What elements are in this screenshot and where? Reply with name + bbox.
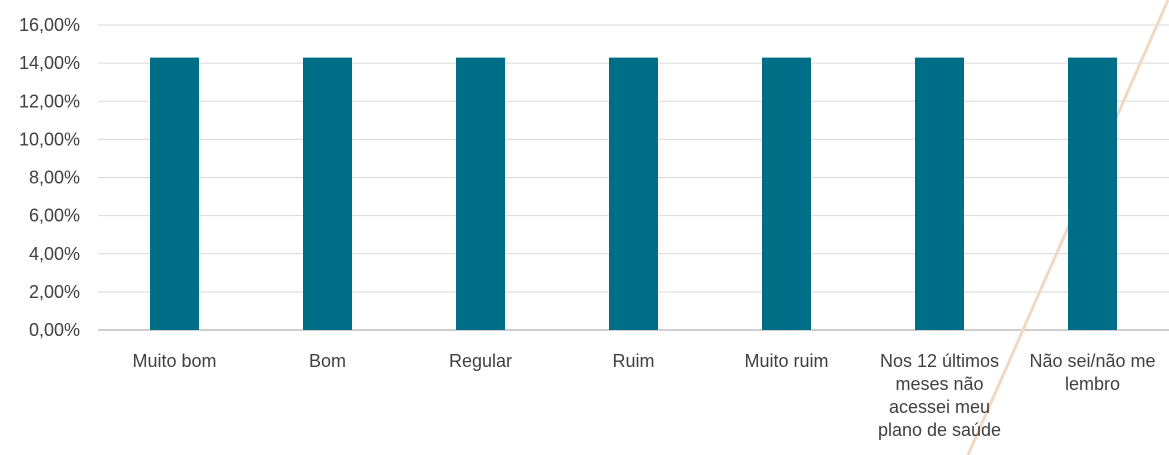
y-axis: 0,00% 2,00% 4,00% 6,00% 8,00% 10,00% 12,00% 14,… [19,15,80,340]
bar [609,57,658,331]
bars [150,57,1117,331]
y-tick-label: 14,00% [19,53,80,73]
x-tick-label: Nos 12 últimos meses não acessei meu plano … [878,351,1001,440]
y-tick-label: 0,00% [29,320,80,340]
bar [150,57,199,331]
bar [303,57,352,331]
bar [1068,57,1117,331]
y-tick-label: 4,00% [29,244,80,264]
y-tick-label: 16,00% [19,15,80,35]
y-tick-label: 6,00% [29,206,80,226]
y-tick-label: 8,00% [29,168,80,188]
x-axis: Muito bom Bom Regular Ruim Muito ruim Nos 12 … [132,351,1155,440]
x-tick-label: Muito bom [132,351,216,371]
bar [456,57,505,331]
x-tick-label: Regular [449,351,512,371]
x-tick-label: Bom [309,351,346,371]
bar [915,57,964,331]
x-tick-label: Não sei/não me lembro [1029,351,1155,394]
bar [762,57,811,331]
x-tick-label: Ruim [612,351,654,371]
y-tick-label: 2,00% [29,282,80,302]
y-tick-label: 10,00% [19,129,80,149]
x-tick-label: Muito ruim [744,351,828,371]
y-tick-label: 12,00% [19,91,80,111]
